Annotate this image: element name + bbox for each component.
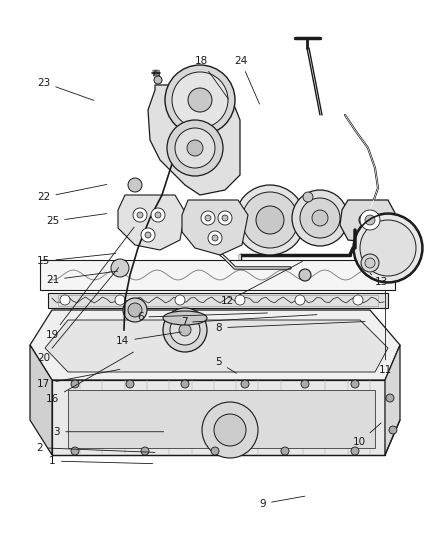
Circle shape — [300, 198, 340, 238]
Polygon shape — [48, 293, 388, 308]
Circle shape — [141, 228, 155, 242]
Circle shape — [202, 402, 258, 458]
Polygon shape — [68, 390, 375, 448]
Circle shape — [361, 254, 379, 272]
Circle shape — [301, 380, 309, 388]
Circle shape — [165, 65, 235, 135]
Text: 21: 21 — [46, 271, 118, 285]
Circle shape — [235, 295, 245, 305]
Circle shape — [170, 315, 200, 345]
Circle shape — [281, 447, 289, 455]
Polygon shape — [30, 345, 52, 455]
Circle shape — [214, 414, 246, 446]
Circle shape — [218, 211, 232, 225]
Circle shape — [241, 380, 249, 388]
Text: 20: 20 — [37, 268, 119, 363]
Text: 1: 1 — [49, 456, 153, 466]
Circle shape — [167, 120, 223, 176]
Polygon shape — [30, 310, 400, 380]
Circle shape — [111, 259, 129, 277]
Circle shape — [201, 211, 215, 225]
Text: 5: 5 — [215, 358, 237, 373]
Text: 12: 12 — [221, 261, 302, 306]
Circle shape — [155, 212, 161, 218]
Circle shape — [235, 185, 305, 255]
Circle shape — [386, 394, 394, 402]
Circle shape — [242, 192, 298, 248]
Text: 3: 3 — [53, 427, 164, 437]
Circle shape — [222, 215, 228, 221]
Circle shape — [353, 295, 363, 305]
Circle shape — [389, 426, 397, 434]
Circle shape — [360, 210, 380, 230]
Circle shape — [188, 88, 212, 112]
Text: 11: 11 — [379, 290, 392, 375]
Text: 15: 15 — [37, 254, 116, 266]
Circle shape — [126, 380, 134, 388]
Polygon shape — [385, 345, 400, 455]
Circle shape — [299, 269, 311, 281]
Text: 10: 10 — [353, 423, 381, 447]
Circle shape — [360, 220, 416, 276]
Circle shape — [175, 295, 185, 305]
Polygon shape — [52, 380, 385, 455]
Text: 22: 22 — [37, 184, 107, 202]
Circle shape — [175, 128, 215, 168]
Circle shape — [60, 295, 70, 305]
Polygon shape — [40, 260, 395, 290]
Text: 16: 16 — [46, 352, 134, 403]
Circle shape — [128, 178, 142, 192]
Circle shape — [71, 447, 79, 455]
Text: 13: 13 — [370, 273, 388, 287]
Circle shape — [187, 140, 203, 156]
Circle shape — [137, 212, 143, 218]
Text: 19: 19 — [46, 227, 134, 340]
Circle shape — [123, 298, 147, 322]
Ellipse shape — [163, 311, 207, 325]
Polygon shape — [182, 200, 248, 255]
Text: 17: 17 — [37, 369, 120, 389]
Circle shape — [211, 447, 219, 455]
Circle shape — [151, 208, 165, 222]
Polygon shape — [340, 200, 395, 243]
Circle shape — [205, 215, 211, 221]
Text: 25: 25 — [46, 214, 107, 226]
Circle shape — [212, 235, 218, 241]
Circle shape — [141, 447, 149, 455]
Polygon shape — [118, 195, 185, 250]
Polygon shape — [148, 85, 240, 195]
Polygon shape — [45, 320, 388, 372]
Circle shape — [292, 190, 348, 246]
Circle shape — [359, 214, 371, 226]
Circle shape — [154, 76, 162, 84]
Text: 9: 9 — [259, 496, 305, 508]
Circle shape — [312, 210, 328, 226]
Circle shape — [133, 208, 147, 222]
Text: 14: 14 — [116, 332, 181, 346]
Circle shape — [71, 380, 79, 388]
Circle shape — [208, 231, 222, 245]
Circle shape — [172, 72, 228, 128]
Circle shape — [145, 232, 151, 238]
Circle shape — [365, 215, 375, 225]
Text: 8: 8 — [215, 321, 365, 333]
Circle shape — [163, 308, 207, 352]
Text: 18: 18 — [195, 56, 228, 99]
Circle shape — [179, 324, 191, 336]
Circle shape — [115, 295, 125, 305]
Circle shape — [181, 380, 189, 388]
Circle shape — [351, 447, 359, 455]
Circle shape — [128, 303, 142, 317]
Text: 7: 7 — [180, 314, 317, 327]
Text: 23: 23 — [37, 78, 94, 100]
Text: 6: 6 — [137, 312, 268, 322]
Text: 24: 24 — [234, 56, 259, 104]
Circle shape — [351, 380, 359, 388]
Circle shape — [256, 206, 284, 234]
Text: 2: 2 — [36, 443, 155, 453]
Circle shape — [365, 258, 375, 268]
Circle shape — [295, 295, 305, 305]
Circle shape — [303, 192, 313, 202]
Circle shape — [353, 213, 423, 283]
